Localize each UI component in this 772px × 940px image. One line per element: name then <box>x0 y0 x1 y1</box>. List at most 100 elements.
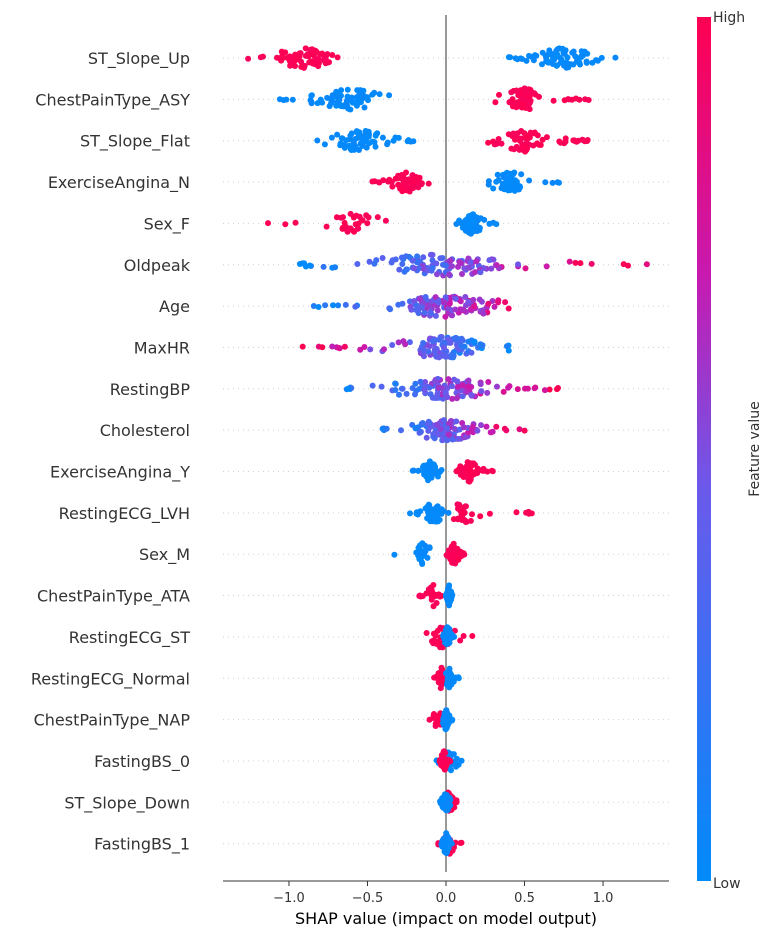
x-tick-label: −1.0 <box>273 891 305 906</box>
data-point <box>406 339 413 346</box>
data-point <box>577 260 584 267</box>
feature-label: MaxHR <box>134 338 190 357</box>
data-point <box>429 466 436 472</box>
data-point <box>460 424 467 431</box>
data-point <box>460 306 467 313</box>
data-point <box>509 170 516 177</box>
data-point <box>477 269 484 276</box>
data-point <box>444 425 451 432</box>
data-point <box>441 352 447 359</box>
data-point <box>502 299 509 306</box>
data-point <box>584 138 591 144</box>
data-point <box>392 380 399 387</box>
data-point <box>521 130 528 137</box>
data-point <box>429 511 436 518</box>
data-point <box>493 262 500 268</box>
data-point <box>352 143 359 150</box>
data-point <box>485 139 492 146</box>
data-point <box>446 337 453 344</box>
data-point <box>455 383 461 390</box>
data-point <box>498 140 505 147</box>
data-point <box>425 586 432 593</box>
data-point <box>465 298 472 305</box>
data-point <box>453 756 460 763</box>
data-point <box>424 554 431 561</box>
data-point <box>516 183 523 190</box>
data-point <box>572 259 579 266</box>
data-point <box>459 393 466 400</box>
data-point <box>352 135 359 142</box>
data-point <box>442 389 449 395</box>
data-point <box>489 468 496 475</box>
data-point <box>429 251 436 258</box>
data-point <box>434 307 441 314</box>
data-point <box>521 427 528 434</box>
data-point <box>481 216 488 223</box>
data-point <box>454 378 461 385</box>
data-point <box>339 224 346 231</box>
data-point <box>365 214 372 221</box>
data-point <box>355 220 362 227</box>
data-point <box>459 271 465 277</box>
data-point <box>452 295 459 302</box>
data-point <box>365 133 372 140</box>
data-point <box>531 385 538 392</box>
data-point <box>412 425 419 431</box>
data-point <box>446 271 453 278</box>
data-point <box>467 259 474 266</box>
data-point <box>310 303 317 309</box>
data-point <box>524 93 531 100</box>
data-point <box>359 88 366 95</box>
colorbar-high-label: High <box>713 10 745 26</box>
data-point <box>333 214 340 221</box>
data-point <box>361 104 368 111</box>
data-point <box>408 306 415 313</box>
data-point <box>506 177 513 184</box>
data-point <box>440 631 447 638</box>
data-point <box>478 422 484 429</box>
data-point <box>462 434 469 440</box>
data-point <box>541 387 548 394</box>
data-point <box>529 89 535 96</box>
feature-label: Cholesterol <box>100 421 190 440</box>
data-point <box>447 670 454 677</box>
data-point <box>440 763 446 770</box>
data-point <box>469 633 476 639</box>
data-point <box>515 261 521 268</box>
data-point <box>523 57 530 64</box>
data-point <box>437 426 444 433</box>
data-point <box>522 385 528 392</box>
data-point <box>469 511 475 518</box>
data-point <box>433 640 440 647</box>
data-point <box>531 130 538 137</box>
data-point <box>389 183 396 190</box>
data-point <box>444 844 451 851</box>
data-point <box>364 220 371 227</box>
data-point <box>487 429 494 436</box>
data-point <box>344 385 351 392</box>
data-point <box>420 549 427 556</box>
data-point <box>569 96 575 103</box>
data-point <box>443 830 450 837</box>
data-point <box>405 176 412 183</box>
data-point <box>406 298 413 305</box>
data-point <box>341 144 348 151</box>
data-point <box>435 508 442 515</box>
colorbar-low-label: Low <box>713 876 741 892</box>
data-point <box>441 719 448 726</box>
feature-label: RestingECG_Normal <box>31 669 190 689</box>
data-point <box>549 179 556 186</box>
data-point <box>442 294 449 301</box>
data-point <box>528 510 535 517</box>
data-point <box>417 428 424 435</box>
data-point <box>553 62 560 69</box>
data-point <box>570 137 577 144</box>
data-point <box>319 99 326 106</box>
data-point <box>465 264 472 271</box>
data-point <box>449 263 455 270</box>
data-point <box>411 265 418 272</box>
data-point <box>477 381 484 388</box>
data-point <box>329 343 336 350</box>
data-point <box>435 384 442 391</box>
